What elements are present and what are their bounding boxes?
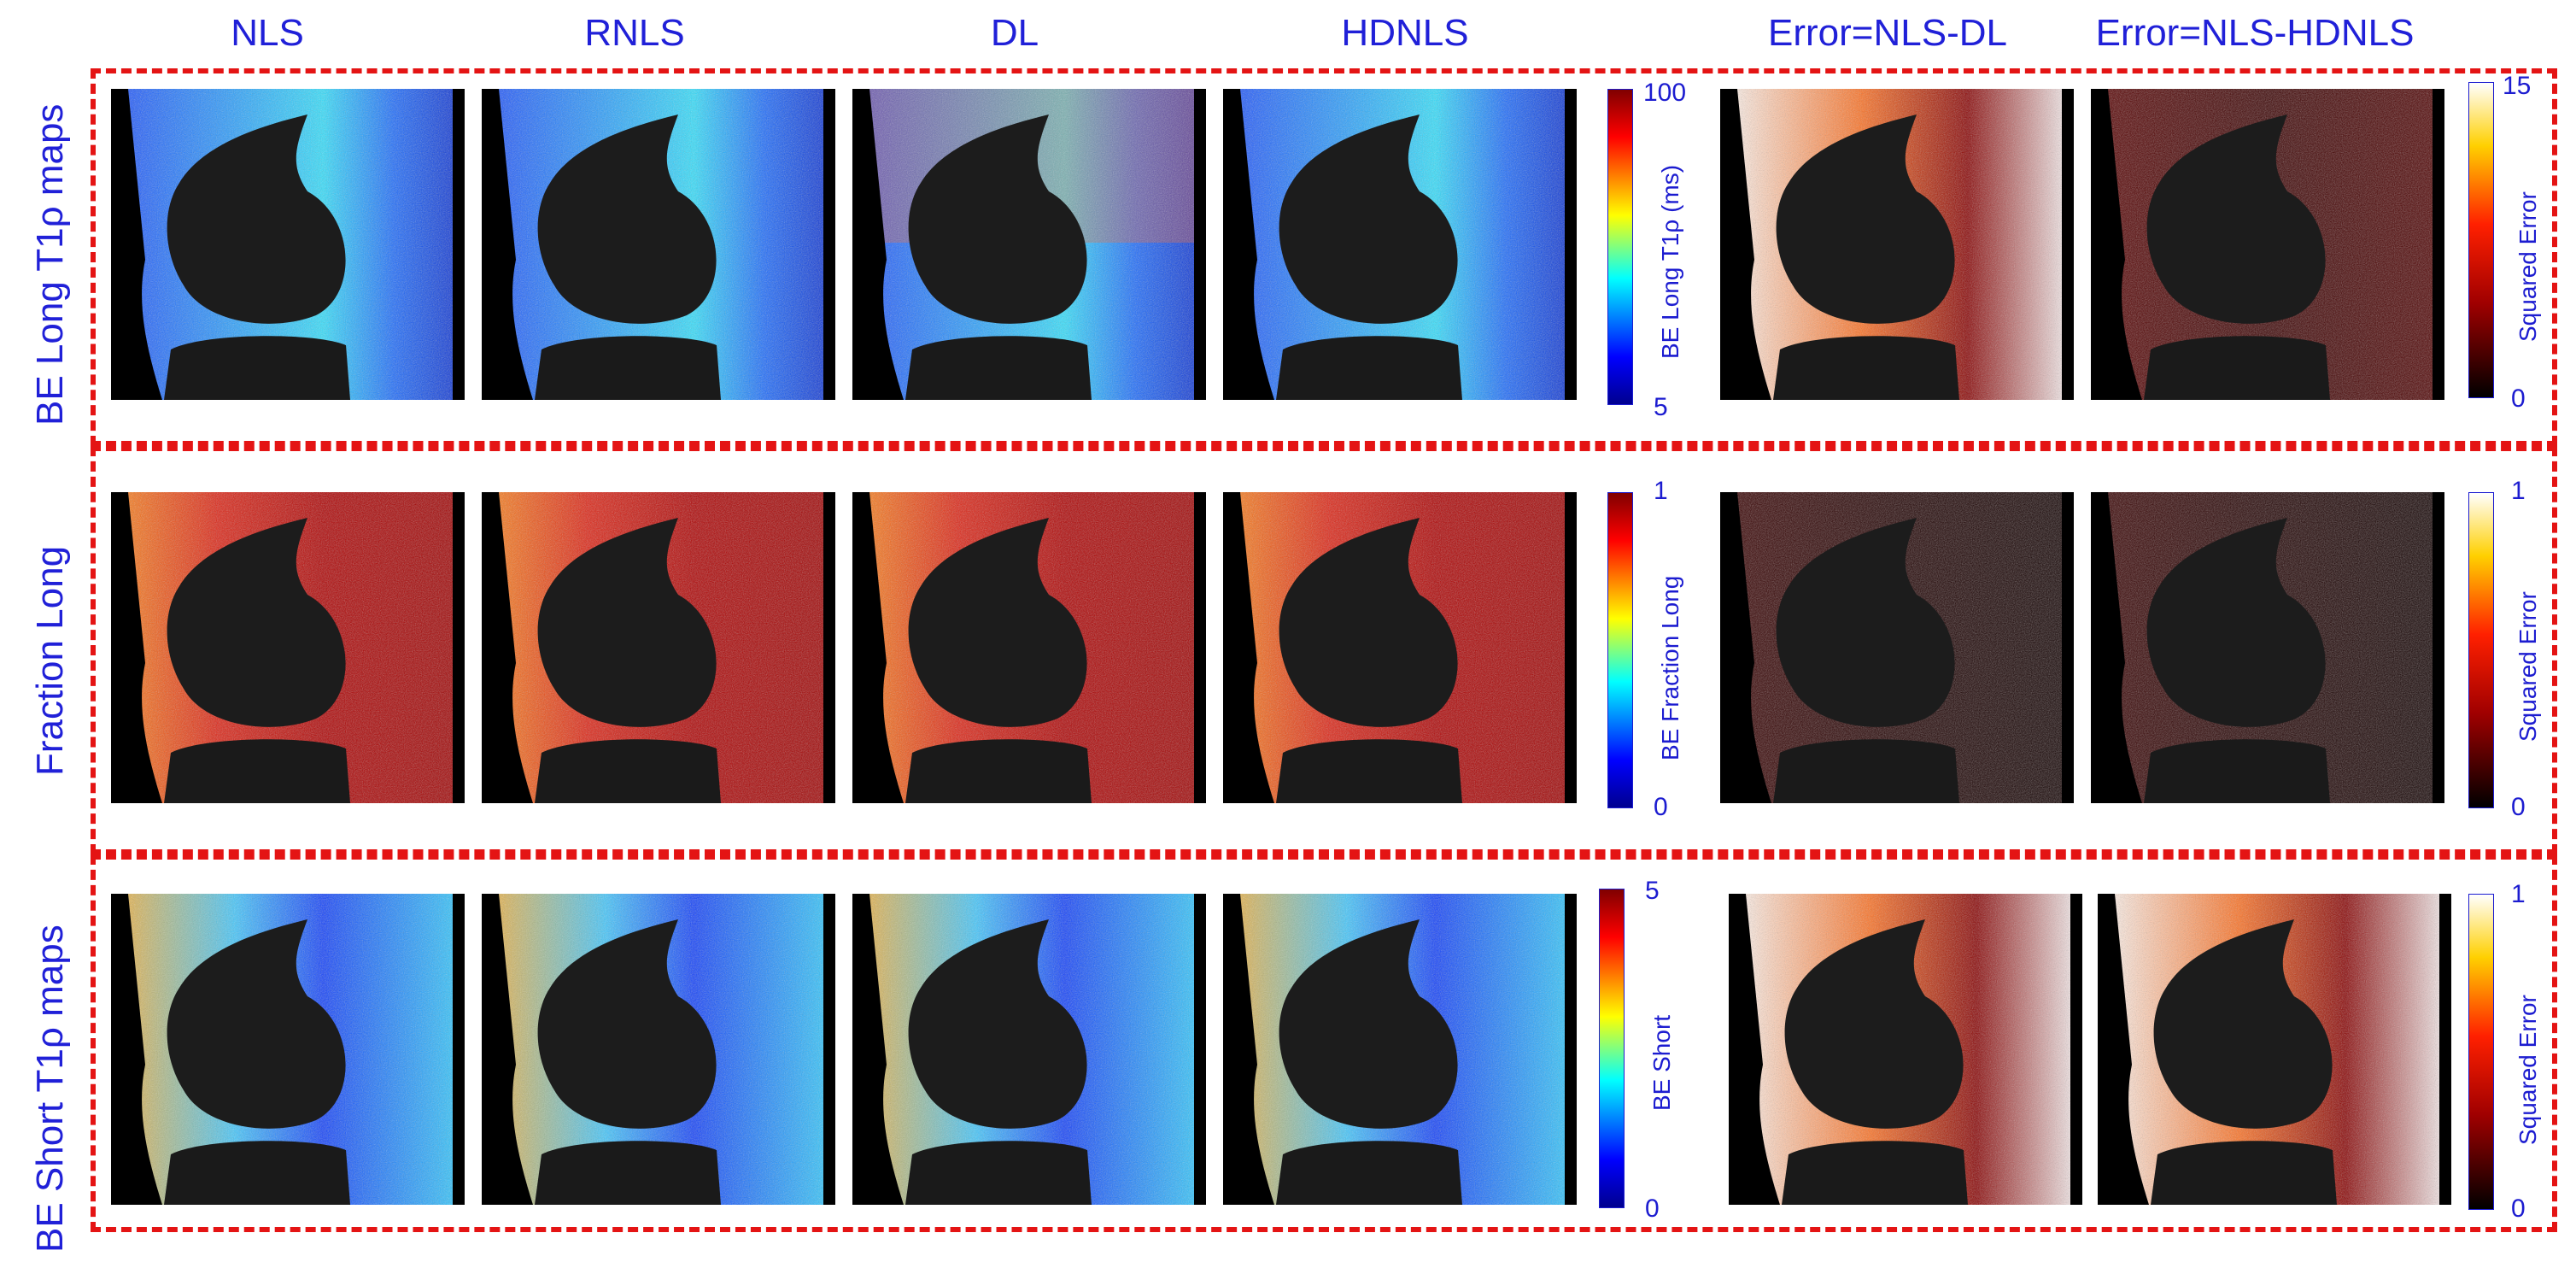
fraction-long-map-colorbar-min: 0 — [1654, 793, 1668, 821]
row-label-be-long: BE Long T1ρ maps — [29, 103, 71, 426]
be-short-error-colorbar-min: 0 — [2511, 1195, 2526, 1223]
be-long-error-nls-dl — [1720, 89, 2074, 400]
fraction-long-error-colorbar-label: Squared Error — [2515, 591, 2541, 742]
column-header-nls: NLS — [231, 12, 304, 54]
fraction-long-map-colorbar — [1607, 492, 1633, 808]
be-long-error-colorbar-label: Squared Error — [2515, 191, 2541, 342]
row-frame-be-short — [91, 854, 2557, 1232]
be-long-map-colorbar-label: BE Long T1ρ (ms) — [1657, 164, 1683, 359]
fraction-long-nls-map — [111, 492, 465, 803]
be-short-error-colorbar-max: 1 — [2511, 880, 2526, 908]
fraction-long-rnls-map — [482, 492, 835, 803]
be-short-hdnls-map — [1223, 894, 1577, 1205]
row-label-be-short: BE Short T1ρ maps — [29, 925, 71, 1253]
fraction-long-hdnls-map — [1223, 492, 1577, 803]
row-label-fraction-long: Fraction Long — [29, 545, 71, 776]
be-long-map-colorbar-max: 100 — [1643, 79, 1687, 107]
be-short-error-colorbar-label: Squared Error — [2515, 995, 2541, 1145]
fraction-long-map-colorbar-max: 1 — [1654, 477, 1668, 505]
be-short-dl-map — [852, 894, 1206, 1205]
fraction-long-error-nls-dl — [1720, 492, 2074, 803]
column-header-hdnls: HDNLS — [1341, 12, 1469, 54]
be-long-dl-map — [852, 89, 1206, 400]
fraction-long-dl-map — [852, 492, 1206, 803]
column-header-error-nls-dl: Error=NLS-DL — [1768, 12, 2007, 54]
fraction-long-error-colorbar-max: 1 — [2511, 477, 2526, 505]
row-frame-fraction-long — [91, 446, 2557, 854]
column-header-dl: DL — [990, 12, 1039, 54]
be-long-error-colorbar-min: 0 — [2511, 385, 2526, 413]
be-short-map-colorbar-min: 0 — [1645, 1195, 1660, 1223]
fraction-long-error-nls-hdnls — [2091, 492, 2444, 803]
be-short-map-colorbar-label: BE Short — [1648, 1014, 1675, 1111]
be-long-error-colorbar — [2468, 82, 2494, 398]
fraction-long-map-colorbar-label: BE Fraction Long — [1657, 575, 1683, 760]
be-short-error-nls-dl — [1729, 894, 2082, 1205]
be-short-rnls-map — [482, 894, 835, 1205]
row-frame-be-long — [91, 68, 2557, 446]
column-header-error-nls-hdnls: Error=NLS-HDNLS — [2095, 12, 2415, 54]
fraction-long-error-colorbar-min: 0 — [2511, 793, 2526, 821]
be-long-error-nls-hdnls — [2091, 89, 2444, 400]
be-short-map-colorbar-max: 5 — [1645, 877, 1660, 905]
be-short-error-colorbar — [2468, 894, 2494, 1210]
be-short-map-colorbar — [1599, 889, 1625, 1208]
be-short-nls-map — [111, 894, 465, 1205]
be-long-map-colorbar-min: 5 — [1654, 393, 1668, 421]
column-header-rnls: RNLS — [584, 12, 685, 54]
be-short-error-nls-hdnls — [2098, 894, 2451, 1205]
be-long-error-colorbar-max: 15 — [2503, 72, 2532, 100]
be-long-hdnls-map — [1223, 89, 1577, 400]
be-long-rnls-map — [482, 89, 835, 400]
be-long-map-colorbar — [1607, 89, 1633, 405]
fraction-long-error-colorbar — [2468, 492, 2494, 808]
be-long-nls-map — [111, 89, 465, 400]
